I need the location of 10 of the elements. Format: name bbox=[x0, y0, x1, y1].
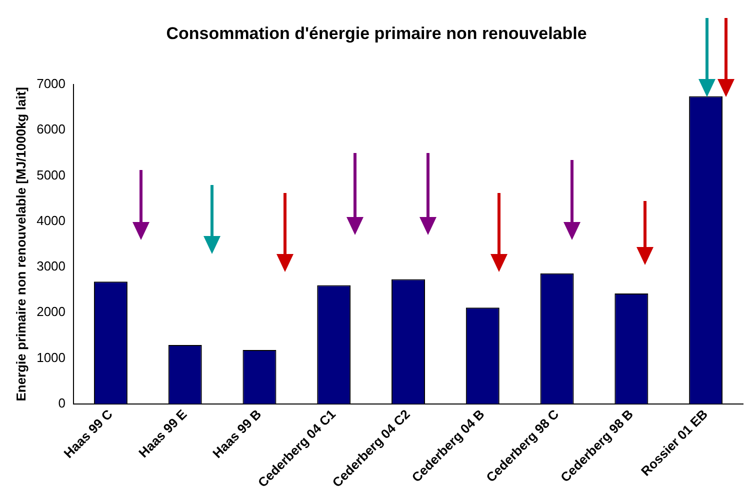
y-tick-label: 2000 bbox=[36, 304, 66, 320]
y-tick-label: 7000 bbox=[36, 76, 66, 91]
y-axis-title: Energie primaire non renouvelable [MJ/1000kg lait] bbox=[13, 87, 28, 402]
y-tick-label: 1000 bbox=[36, 350, 66, 365]
y-tick-label: 3000 bbox=[36, 258, 66, 274]
y-tick-label: 6000 bbox=[36, 122, 66, 137]
y-tick-label: 0 bbox=[58, 395, 66, 410]
y-tick-label: 5000 bbox=[36, 167, 66, 182]
y-tick-label: 4000 bbox=[36, 212, 66, 228]
chart-title: Consommation d'énergie primaire non renouvelable bbox=[166, 24, 587, 43]
